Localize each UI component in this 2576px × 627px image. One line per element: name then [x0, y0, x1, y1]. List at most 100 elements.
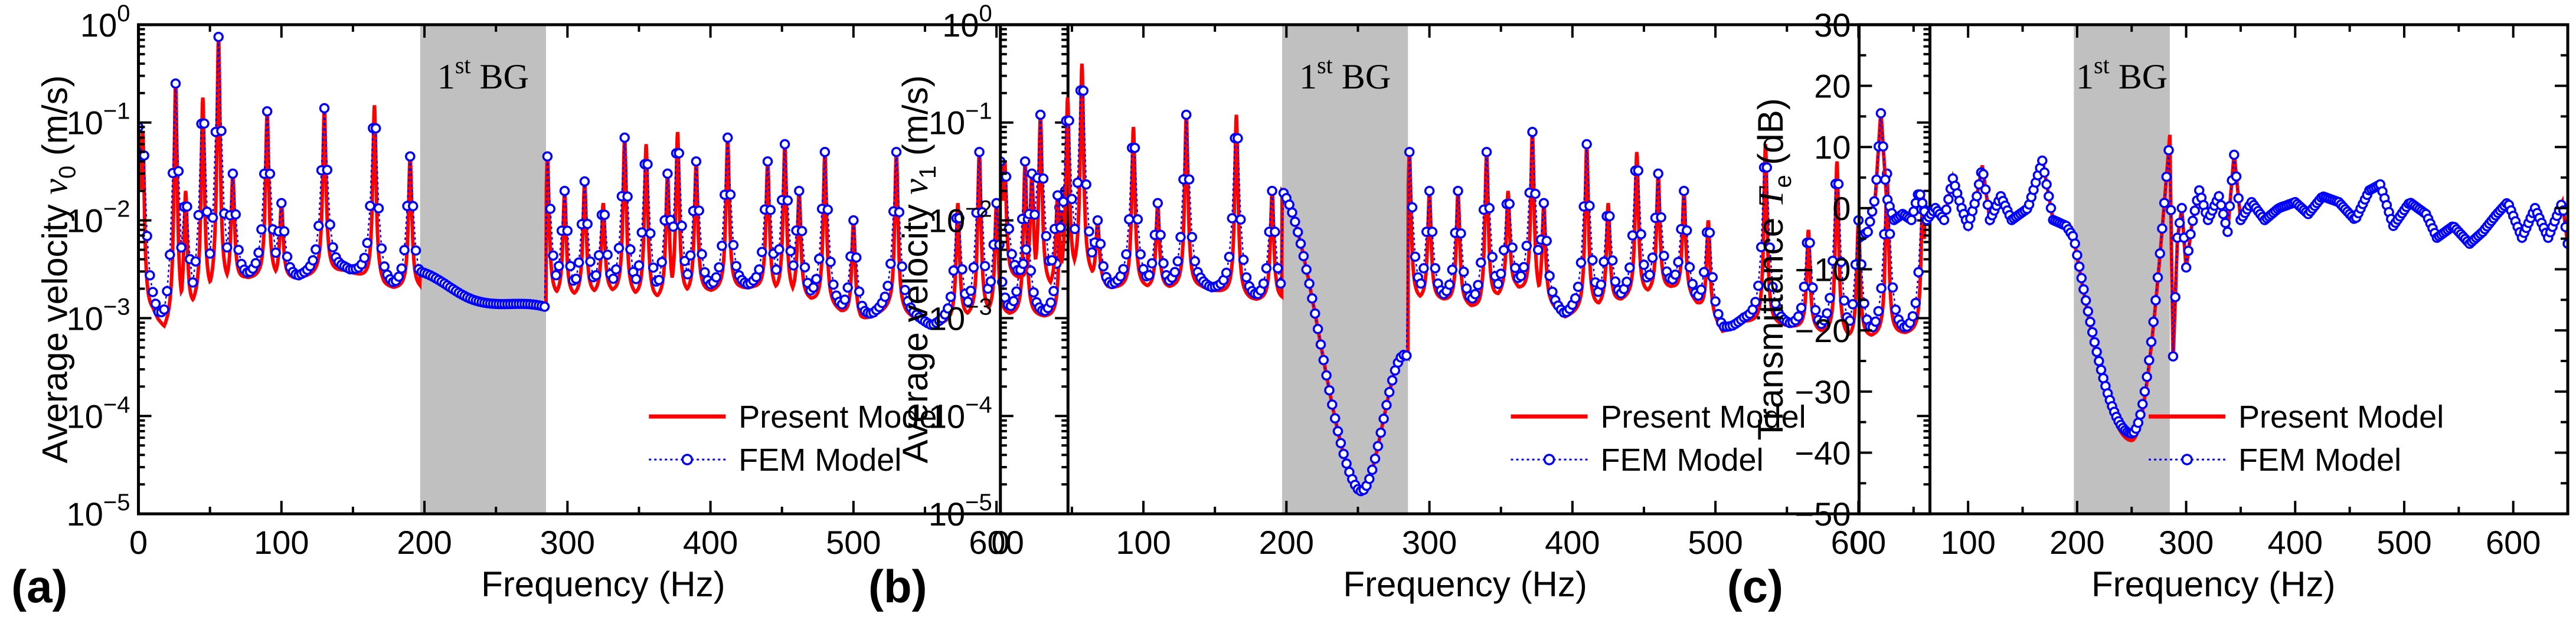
fem-point	[682, 269, 693, 280]
fem-point	[765, 205, 776, 215]
fem-point	[199, 118, 210, 129]
fem-point	[613, 242, 625, 254]
fem-point	[193, 210, 204, 221]
fem-point	[1633, 165, 1644, 176]
plot-frame	[1857, 23, 2570, 516]
fem-point	[691, 156, 702, 167]
x-tick-label: 200	[397, 524, 452, 561]
fem-point	[373, 203, 384, 214]
fem-point	[1364, 474, 1375, 484]
fem-point	[1938, 215, 1950, 225]
fem-point	[310, 244, 321, 255]
fem-point	[1764, 242, 1775, 253]
y-tick-label: 10−3	[929, 294, 992, 337]
fem-point	[619, 132, 630, 143]
y-axis-label: Transmittance Te (dB)	[1751, 98, 1796, 440]
legend-fem-marker	[2181, 454, 2193, 465]
fem-point	[1321, 370, 1332, 381]
fem-point	[573, 257, 584, 268]
fem-point	[813, 254, 825, 264]
x-tick-label: 300	[1402, 524, 1457, 561]
fem-point	[1917, 198, 1928, 208]
fem-point	[2041, 179, 2052, 190]
x-tick-label: 400	[1545, 524, 1600, 561]
present-model-line	[1859, 110, 2568, 442]
fem-point	[2233, 193, 2244, 203]
fem-point	[1584, 201, 1595, 211]
x-tick-label: 400	[683, 524, 738, 561]
fem-point	[697, 249, 707, 260]
fem-point	[1610, 276, 1621, 287]
fem-point	[1087, 247, 1097, 258]
fem-point	[1118, 264, 1129, 275]
y-tick-label: −50	[1794, 495, 1851, 533]
fem-point	[1659, 251, 1669, 261]
fem-point	[1098, 261, 1109, 272]
fem-point	[1504, 198, 1515, 209]
legend-fem-label: FEM Model	[1601, 442, 1764, 478]
fem-point	[407, 201, 419, 212]
fem-point	[1644, 270, 1655, 280]
x-tick-label: 600	[969, 524, 1024, 561]
fem-point	[2070, 238, 2080, 249]
fem-point	[2080, 295, 2091, 306]
fem-point	[1679, 185, 1689, 196]
fem-point	[2155, 248, 2165, 259]
fem-point	[711, 272, 722, 283]
legend-fem-label: FEM Model	[738, 442, 901, 478]
fem-point	[602, 250, 613, 260]
fem-point	[1639, 260, 1649, 270]
fem-point	[1292, 226, 1303, 238]
y-tick-label: 0	[1832, 190, 1851, 227]
fem-point	[1084, 226, 1094, 237]
fem-point	[213, 31, 224, 42]
fem-point	[2218, 209, 2229, 219]
fem-point	[1310, 308, 1320, 319]
fem-point	[365, 201, 375, 211]
fem-point	[1541, 235, 1552, 247]
y-tick-label: 10−3	[67, 294, 130, 337]
fem-point	[653, 274, 665, 285]
fem-point	[1544, 270, 1555, 281]
fem-point	[250, 258, 261, 268]
fem-point	[848, 215, 859, 226]
fem-point	[1384, 387, 1395, 398]
fem-point	[633, 260, 645, 271]
y-tick-label: −10	[1794, 251, 1851, 288]
fem-point	[1481, 146, 1492, 157]
legend-present-label: Present Model	[738, 399, 944, 435]
fem-point	[1518, 262, 1529, 273]
fem-point	[1430, 263, 1441, 274]
fem-point	[1943, 194, 1954, 205]
y-tick-label: −30	[1794, 373, 1851, 411]
fem-point	[785, 245, 796, 257]
fem-point	[656, 257, 667, 268]
y-tick-label: 10−5	[929, 490, 992, 533]
fem-point	[1972, 191, 1982, 202]
x-tick-label: 300	[2159, 524, 2214, 561]
fem-point	[1507, 242, 1518, 253]
fem-point	[159, 304, 169, 315]
fem-point	[1021, 244, 1032, 255]
panel-label: (c)	[1727, 560, 1783, 612]
fem-point	[1670, 269, 1681, 280]
fem-point	[2091, 346, 2102, 357]
fem-point	[1980, 184, 1991, 195]
fem-point	[1793, 311, 1804, 322]
x-tick-label: 0	[991, 524, 1009, 561]
fem-point	[1072, 178, 1083, 188]
panel-1: 0 100 200 300 400 500 60010010−110−210−310−410…	[868, 1, 1932, 612]
fem-point	[190, 256, 201, 267]
fem-point	[322, 165, 333, 175]
fem-point	[1028, 287, 1039, 298]
fem-point	[565, 261, 576, 271]
fem-point	[1515, 271, 1526, 281]
fem-point	[728, 239, 739, 251]
fem-point	[1375, 427, 1386, 438]
fem-point	[1378, 413, 1389, 424]
fem-point	[945, 291, 956, 302]
fem-point	[370, 123, 381, 134]
fem-point	[1312, 324, 1323, 334]
fem-point	[968, 262, 979, 273]
fem-point	[539, 301, 550, 312]
